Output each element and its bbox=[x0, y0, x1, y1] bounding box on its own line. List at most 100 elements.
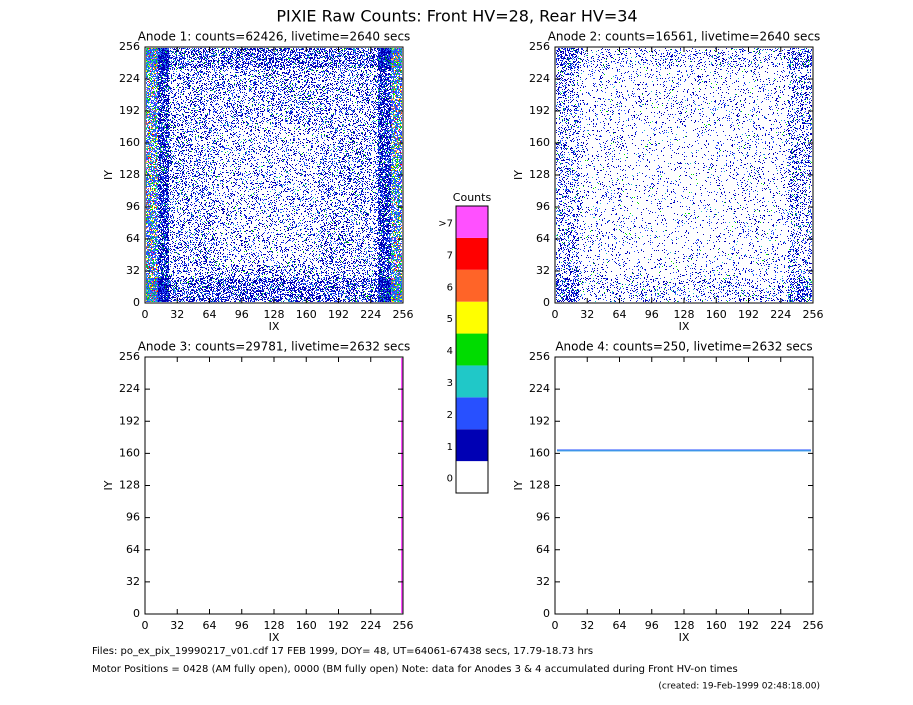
panel-title: Anode 2: counts=16561, livetime=2640 sec… bbox=[548, 30, 821, 44]
footer-line: Files: po_ex_pix_19990217_v01.cdf 17 FEB… bbox=[92, 646, 593, 657]
count-pixels bbox=[146, 48, 402, 302]
x-tick-label: 192 bbox=[328, 308, 349, 321]
y-tick-label: 32 bbox=[126, 575, 140, 588]
x-axis-label: IX bbox=[679, 631, 690, 644]
y-tick-label: 128 bbox=[119, 479, 140, 492]
figure-title: PIXIE Raw Counts: Front HV=28, Rear HV=3… bbox=[276, 7, 637, 26]
panel-title: Anode 4: counts=250, livetime=2632 secs bbox=[555, 340, 812, 354]
y-tick-label: 256 bbox=[529, 350, 550, 363]
y-tick-label: 192 bbox=[529, 104, 550, 117]
x-tick-label: 160 bbox=[296, 308, 317, 321]
y-tick-label: 192 bbox=[119, 104, 140, 117]
colorbar-cell bbox=[456, 237, 488, 270]
y-tick-label: 32 bbox=[536, 264, 550, 277]
colorbar-cell bbox=[456, 365, 488, 398]
y-tick-label: 96 bbox=[126, 511, 140, 524]
footer-line: Motor Positions = 0428 (AM fully open), … bbox=[92, 664, 738, 675]
y-axis-label: IY bbox=[512, 480, 525, 490]
colorbar-label: 4 bbox=[447, 346, 453, 357]
x-tick-label: 32 bbox=[170, 308, 184, 321]
y-tick-label: 32 bbox=[126, 264, 140, 277]
y-tick-label: 64 bbox=[126, 543, 140, 556]
count-pixels bbox=[158, 48, 391, 302]
x-tick-label: 64 bbox=[203, 308, 217, 321]
footer-created: (created: 19-Feb-1999 02:48:18.00) bbox=[658, 682, 820, 692]
colorbar-label: 2 bbox=[447, 410, 453, 421]
x-tick-label: 192 bbox=[738, 308, 759, 321]
y-axis-label: IY bbox=[102, 170, 115, 180]
x-tick-label: 96 bbox=[645, 619, 659, 632]
colorbar-cell bbox=[456, 397, 488, 430]
y-tick-label: 224 bbox=[529, 382, 550, 395]
panel-title: Anode 3: counts=29781, livetime=2632 sec… bbox=[138, 340, 411, 354]
panel-title: Anode 1: counts=62426, livetime=2640 sec… bbox=[138, 30, 411, 44]
y-tick-label: 256 bbox=[529, 40, 550, 53]
x-tick-label: 256 bbox=[803, 308, 824, 321]
y-tick-label: 96 bbox=[126, 200, 140, 213]
x-tick-label: 224 bbox=[770, 619, 791, 632]
x-tick-label: 256 bbox=[803, 619, 824, 632]
x-tick-label: 224 bbox=[360, 308, 381, 321]
y-tick-label: 128 bbox=[529, 479, 550, 492]
x-tick-label: 0 bbox=[142, 308, 149, 321]
x-tick-label: 192 bbox=[328, 619, 349, 632]
x-tick-label: 0 bbox=[142, 619, 149, 632]
x-tick-label: 160 bbox=[706, 308, 727, 321]
count-pixels bbox=[556, 48, 812, 302]
y-tick-label: 0 bbox=[133, 607, 140, 620]
y-tick-label: 32 bbox=[536, 575, 550, 588]
x-tick-label: 128 bbox=[264, 619, 285, 632]
x-tick-label: 0 bbox=[552, 308, 559, 321]
colorbar-label: 5 bbox=[447, 314, 453, 325]
colorbar-label: 0 bbox=[447, 474, 453, 485]
x-axis-label: IX bbox=[269, 320, 280, 333]
y-axis-label: IY bbox=[102, 480, 115, 490]
colorbar-cell bbox=[456, 301, 488, 334]
x-tick-label: 64 bbox=[203, 619, 217, 632]
x-tick-label: 128 bbox=[264, 308, 285, 321]
x-tick-label: 64 bbox=[613, 308, 627, 321]
y-tick-label: 224 bbox=[119, 382, 140, 395]
y-tick-label: 0 bbox=[543, 607, 550, 620]
x-tick-label: 224 bbox=[360, 619, 381, 632]
x-tick-label: 192 bbox=[738, 619, 759, 632]
x-tick-label: 224 bbox=[770, 308, 791, 321]
x-tick-label: 64 bbox=[613, 619, 627, 632]
colorbar-cell bbox=[456, 206, 488, 238]
x-tick-label: 160 bbox=[706, 619, 727, 632]
y-tick-label: 224 bbox=[119, 72, 140, 85]
x-tick-label: 128 bbox=[674, 308, 695, 321]
y-tick-label: 224 bbox=[529, 72, 550, 85]
x-axis-label: IX bbox=[679, 320, 690, 333]
colorbar-frame bbox=[455, 205, 489, 494]
y-tick-label: 64 bbox=[536, 543, 550, 556]
x-tick-label: 32 bbox=[580, 308, 594, 321]
x-tick-label: 256 bbox=[393, 619, 414, 632]
y-tick-label: 160 bbox=[529, 136, 550, 149]
y-tick-label: 256 bbox=[119, 350, 140, 363]
count-row bbox=[557, 450, 811, 452]
y-tick-label: 64 bbox=[126, 232, 140, 245]
colorbar-cell bbox=[456, 429, 488, 462]
y-tick-label: 192 bbox=[529, 414, 550, 427]
plot-frame bbox=[554, 356, 814, 615]
colorbar-cell bbox=[456, 461, 488, 493]
x-tick-label: 256 bbox=[393, 308, 414, 321]
x-tick-label: 160 bbox=[296, 619, 317, 632]
x-tick-label: 0 bbox=[552, 619, 559, 632]
y-tick-label: 128 bbox=[119, 168, 140, 181]
colorbar-label: >7 bbox=[438, 219, 453, 230]
count-pixels bbox=[556, 48, 812, 302]
y-tick-label: 96 bbox=[536, 511, 550, 524]
y-tick-label: 160 bbox=[119, 446, 140, 459]
x-tick-label: 96 bbox=[235, 308, 249, 321]
y-tick-label: 160 bbox=[529, 446, 550, 459]
y-axis-label: IY bbox=[512, 170, 525, 180]
y-tick-label: 256 bbox=[119, 40, 140, 53]
plot-frame bbox=[144, 356, 404, 615]
y-tick-label: 160 bbox=[119, 136, 140, 149]
colorbar-label: 1 bbox=[447, 442, 453, 453]
x-axis-label: IX bbox=[269, 631, 280, 644]
colorbar-cell bbox=[456, 333, 488, 366]
